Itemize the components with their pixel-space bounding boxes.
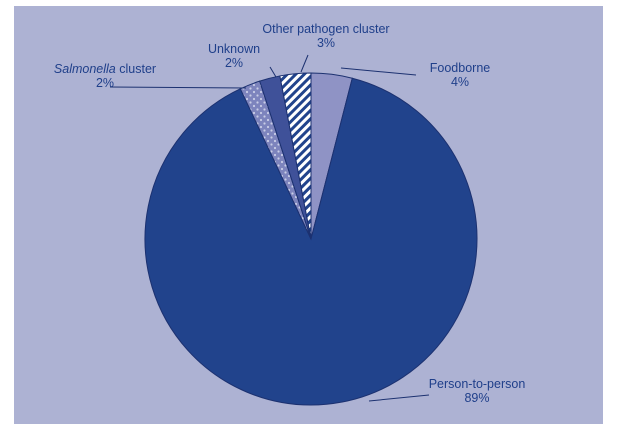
leader-line-person-to-person (368, 394, 430, 402)
slice-percent-person-to-person: 89% (464, 391, 489, 405)
leader-line-salmonella-cluster (109, 86, 247, 89)
slice-label-person-to-person: Person-to-person 89% (429, 377, 526, 405)
slice-label-foodborne: Foodborne 4% (430, 61, 491, 89)
slice-percent-foodborne: 4% (451, 75, 469, 89)
leader-line-unknown (269, 66, 277, 78)
leader-line-foodborne (340, 67, 417, 76)
slice-label-salmonella-cluster: Salmonella cluster 2% (54, 62, 156, 90)
slice-label-unknown: Unknown 2% (208, 42, 260, 70)
pie-slice-person-to-person (144, 77, 478, 406)
slice-percent-unknown: 2% (225, 56, 243, 70)
pie-slice-other-pathogen-cluster (279, 72, 312, 240)
slice-percent-salmonella-cluster: 2% (96, 76, 114, 90)
chart-area: Foodborne 4% Person-to-person 89% Salmonella… (14, 6, 603, 424)
slice-percent-other-pathogen-cluster: 3% (317, 36, 335, 50)
leader-line-other-pathogen-cluster (300, 54, 309, 73)
pie-chart: Foodborne 4% Person-to-person 89% Salmonella… (54, 22, 526, 406)
slice-label-other-pathogen-cluster: Other pathogen cluster 3% (262, 22, 389, 50)
